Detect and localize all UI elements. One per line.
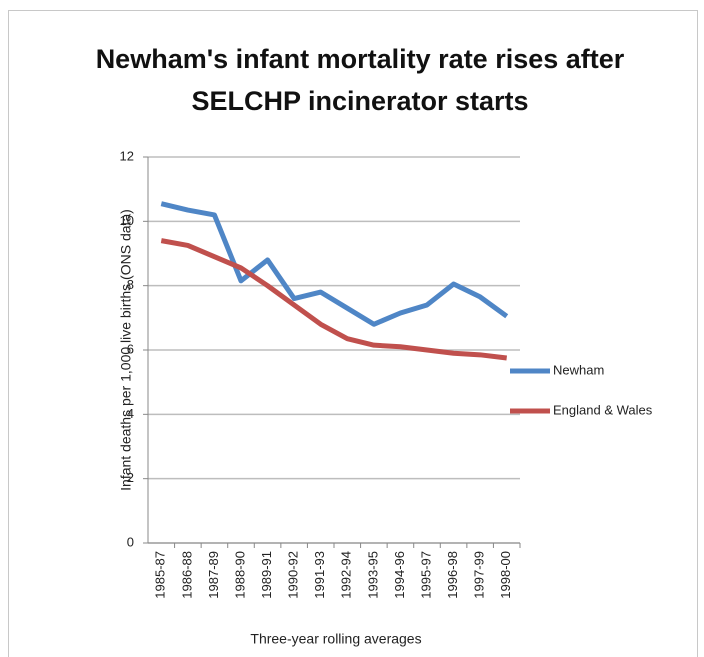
y-tick-label: 2 bbox=[127, 470, 134, 485]
y-axis-title: Infant deaths per 1,000 live births (ONS… bbox=[118, 209, 134, 491]
x-axis-title: Three-year rolling averages bbox=[250, 631, 421, 647]
x-tick-label: 1992-94 bbox=[339, 551, 354, 599]
x-tick-label: 1987-89 bbox=[206, 551, 221, 599]
x-tick-label: 1998-00 bbox=[498, 551, 513, 599]
x-tick-label: 1986-88 bbox=[179, 551, 194, 599]
y-tick-label: 4 bbox=[127, 406, 134, 421]
x-tick-label: 1988-90 bbox=[232, 551, 247, 599]
chart-title: Newham's infant mortality rate rises aft… bbox=[95, 44, 625, 116]
x-tick-label: 1996-98 bbox=[445, 551, 460, 599]
y-tick-label: 0 bbox=[127, 534, 134, 549]
x-tick-label: 1995-97 bbox=[418, 551, 433, 599]
y-tick-label: 8 bbox=[127, 277, 134, 292]
x-tick-label: 1997-99 bbox=[472, 551, 487, 599]
y-tick-label: 12 bbox=[120, 148, 134, 163]
chart-frame bbox=[8, 10, 698, 657]
y-tick-label: 10 bbox=[120, 213, 134, 228]
legend-label: England & Wales bbox=[553, 402, 653, 417]
x-tick-label: 1991-93 bbox=[312, 551, 327, 599]
x-tick-label: 1994-96 bbox=[392, 551, 407, 599]
y-tick-label: 6 bbox=[127, 341, 134, 356]
x-tick-label: 1989-91 bbox=[259, 551, 274, 599]
legend-label: Newham bbox=[553, 362, 604, 377]
x-tick-label: 1993-95 bbox=[365, 551, 380, 599]
series-line bbox=[160, 201, 509, 327]
x-tick-label: 1985-87 bbox=[153, 551, 168, 599]
series-line bbox=[160, 238, 508, 361]
x-tick-label: 1990-92 bbox=[286, 551, 301, 599]
